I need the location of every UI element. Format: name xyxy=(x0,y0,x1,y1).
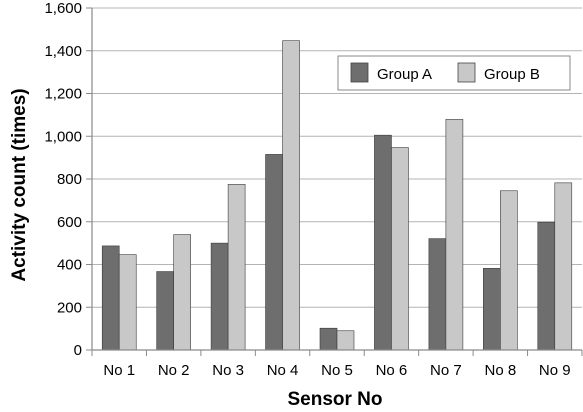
x-tick-label: No 3 xyxy=(212,362,244,379)
bar-group-a-no-2 xyxy=(156,271,174,351)
bar-group-b-no-7 xyxy=(445,119,464,351)
x-tick-label: No 8 xyxy=(484,362,516,379)
y-tick-label: 1,000 xyxy=(44,128,82,145)
axes xyxy=(86,7,583,356)
y-tick-label: 1,200 xyxy=(44,86,82,103)
bar-group-b-no-5 xyxy=(336,330,355,351)
legend: Group A Group B xyxy=(337,55,571,91)
legend-swatch-group-b xyxy=(457,62,476,83)
bar-group-b-no-2 xyxy=(173,234,191,351)
legend-swatch-group-a xyxy=(350,62,369,83)
y-tick-label: 400 xyxy=(57,257,82,274)
bar-group-a-no-5 xyxy=(319,327,338,351)
bar-group-a-no-1 xyxy=(101,245,120,351)
y-tick-label: 600 xyxy=(57,214,82,231)
x-axis-title: Sensor No xyxy=(287,389,382,410)
x-tick-labels: No 1 No 2 No 3 No 4 No 5 No 6 No 7 No 8 No 9 xyxy=(103,362,570,379)
x-tick-label: No 7 xyxy=(430,362,462,379)
bar-group-a-no-7 xyxy=(428,238,447,351)
y-tick-labels: 0 200 400 600 800 1,000 1,200 1,400 1,600 xyxy=(44,0,82,359)
bar-group-a-no-4 xyxy=(265,154,283,351)
bar-group-b-no-9 xyxy=(554,182,573,351)
bar-group-a-no-9 xyxy=(537,221,556,351)
bar-group-b-no-6 xyxy=(391,147,409,351)
x-tick-label: No 6 xyxy=(376,362,408,379)
y-tick-label: 200 xyxy=(57,299,82,316)
bar-group-a-no-6 xyxy=(374,134,392,351)
bars xyxy=(101,40,573,351)
y-tick-label: 1,600 xyxy=(44,0,82,17)
x-tick-label: No 5 xyxy=(321,362,353,379)
legend-label-group-a: Group A xyxy=(377,66,432,83)
bar-group-b-no-4 xyxy=(282,40,300,351)
bar-group-b-no-8 xyxy=(500,190,518,351)
x-tick-label: No 4 xyxy=(267,362,299,379)
bar-group-b-no-1 xyxy=(118,254,137,351)
bar-group-b-no-3 xyxy=(227,184,246,351)
bar-group-a-no-8 xyxy=(483,268,501,351)
x-tick-label: No 2 xyxy=(158,362,190,379)
legend-box xyxy=(337,55,571,91)
y-axis-title: Activity count (times) xyxy=(9,88,30,281)
y-tick-label: 800 xyxy=(57,171,82,188)
bar-group-a-no-3 xyxy=(210,242,229,351)
y-tick-label: 1,400 xyxy=(44,43,82,60)
x-tick-label: No 9 xyxy=(539,362,571,379)
x-tick-label: No 1 xyxy=(103,362,135,379)
y-tick-label: 0 xyxy=(74,342,82,359)
legend-label-group-b: Group B xyxy=(484,66,540,83)
